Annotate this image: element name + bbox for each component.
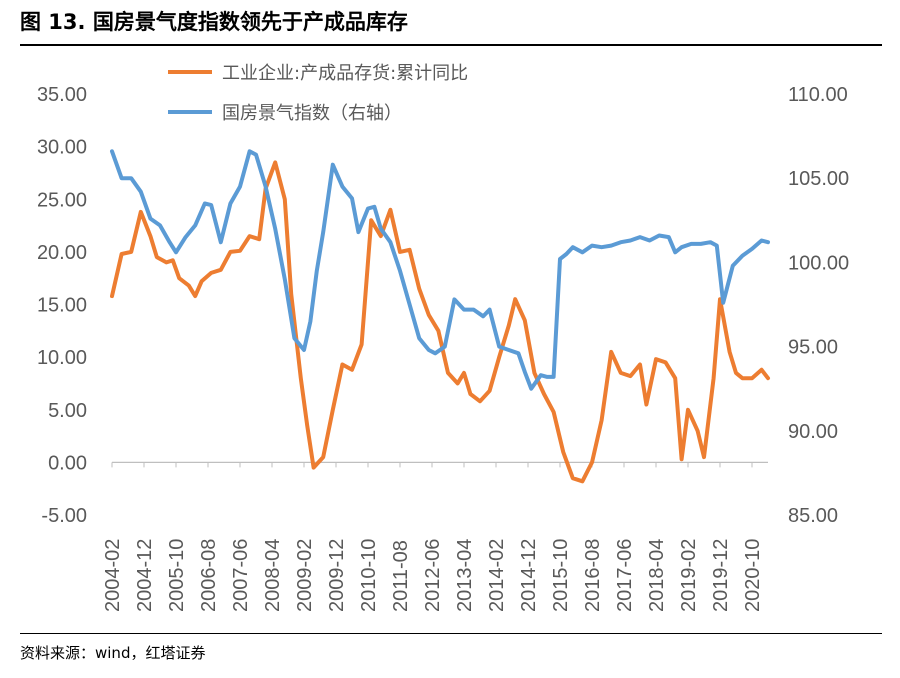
x-tick-label: 2009-12 — [326, 539, 348, 612]
left-y-tick-label: 10.00 — [37, 347, 87, 369]
x-tick-label: 2020-10 — [742, 539, 764, 612]
right-y-tick-label: 100.00 — [788, 252, 849, 274]
x-tick-label: 2019-02 — [678, 539, 700, 612]
x-tick-label: 2014-12 — [518, 539, 540, 612]
right-y-tick-label: 110.00 — [788, 84, 848, 106]
x-tick-label: 2012-06 — [422, 539, 444, 612]
x-tick-label: 2006-08 — [198, 539, 220, 612]
x-tick-label: 2013-04 — [454, 539, 476, 612]
left-y-tick-label: 20.00 — [37, 242, 87, 264]
x-tick-label: 2014-02 — [486, 539, 508, 612]
title-rule — [20, 44, 882, 46]
left-y-tick-label: 5.00 — [48, 400, 87, 422]
left-y-tick-label: 25.00 — [37, 189, 87, 211]
source-note: 资料来源：wind，红塔证券 — [20, 644, 206, 662]
x-tick-label: 2007-06 — [230, 539, 252, 612]
legend-label: 工业企业:产成品存货:累计同比 — [222, 63, 468, 84]
x-tick-label: 2015-10 — [550, 539, 572, 612]
axes-group: -5.00 0.00 5.00 10.00 15.00 20.00 25.00 30.00 35… — [37, 84, 849, 612]
line-chart: -5.00 0.00 5.00 10.00 15.00 20.00 25.00 30.00 35… — [37, 63, 849, 612]
x-tick-label: 2011-08 — [390, 540, 412, 612]
series-lines — [110, 149, 770, 484]
x-tick-label: 2005-10 — [166, 539, 188, 612]
x-tick-label: 2017-06 — [614, 539, 636, 612]
inventory-yoy-line — [110, 160, 770, 484]
left-y-tick-label: 0.00 — [48, 452, 87, 474]
left-y-tick-label: 15.00 — [37, 295, 87, 317]
left-y-tick-label: 35.00 — [37, 84, 87, 106]
right-y-tick-label: 90.00 — [788, 421, 838, 443]
figure-title: 图 13. 国房景气度指数领先于产成品库存 — [20, 10, 408, 34]
housing-index-line — [110, 149, 770, 391]
x-tick-label: 2010-10 — [358, 539, 380, 612]
right-y-tick-label: 85.00 — [788, 505, 838, 527]
left-y-tick-label: -5.00 — [41, 505, 87, 527]
x-tick-label: 2008-04 — [262, 539, 284, 612]
right-y-tick-label: 105.00 — [788, 168, 849, 190]
right-y-tick-label: 95.00 — [788, 337, 838, 359]
x-tick-label: 2004-02 — [102, 539, 124, 612]
x-tick-label: 2004-12 — [134, 539, 156, 612]
source-rule — [20, 633, 882, 634]
left-y-tick-label: 30.00 — [37, 137, 87, 159]
legend-label: 国房景气指数（右轴） — [222, 103, 402, 124]
x-tick-label: 2016-08 — [582, 539, 604, 612]
x-tick-label: 2018-04 — [646, 539, 668, 612]
x-tick-label: 2009-02 — [294, 539, 316, 612]
x-tick-label: 2019-12 — [710, 539, 732, 612]
